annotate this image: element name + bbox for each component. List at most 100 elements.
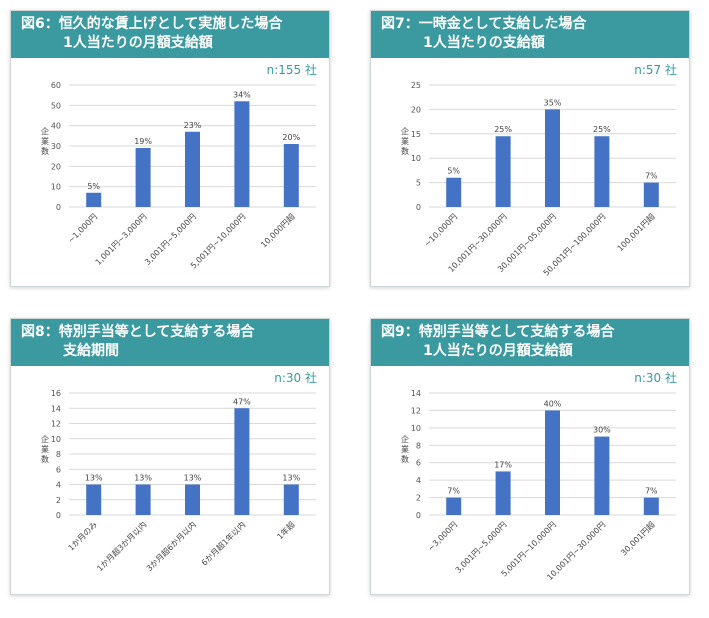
x-tick-label: ~10,000円 [423,212,460,249]
data-label: 5% [87,182,100,191]
data-label: 13% [184,474,202,483]
bar [234,101,250,207]
bar [495,136,511,207]
chart-header: 図6：恒久的な賃上げとして実施した場合 1人当たりの月額支給額 [11,11,329,58]
bar [86,192,102,207]
x-tick-label: 1年超 [275,519,297,541]
x-tick-label: 1か月のみ [67,520,100,553]
data-label: 5% [447,167,460,176]
y-tick-label: 12 [51,420,61,429]
y-tick-label: 10 [411,154,421,163]
data-label: 34% [233,90,251,99]
bar [643,182,659,207]
bar [283,143,299,207]
chart-panel-fig9: 図9：特別手当等として支給する場合 1人当たりの月額支給額 n:30 社 0 2 4… [370,318,690,595]
y-tick-label: 10 [51,435,61,444]
x-tick-label: 10,000円超 [259,211,297,249]
x-tick-label: ~1,000円 [66,212,99,245]
chart-title-line2: 1人当たりの月額支給額 [423,343,573,359]
bar [135,484,151,515]
chart-panel-fig6: 図6：恒久的な賃上げとして実施した場合 1人当たりの月額支給額 n:155 社 … [10,10,330,287]
x-tick-label: 5,001円~10,000円 [500,520,558,578]
bar [545,410,560,515]
y-tick-label: 6 [416,459,421,468]
bar [545,109,560,207]
y-axis-label: 企業数 [401,126,409,156]
x-tick-label: 3,001円~5,000円 [454,520,509,575]
data-label: 19% [134,137,152,146]
bar [594,436,610,515]
x-tick-label: 6か月超1年以内 [199,519,247,567]
x-tick-label: ~3,000円 [426,520,459,553]
chart-panel-fig8: 図8：特別手当等として支給する場合 支給期間 n:30 社 0 2 4 6 8 10 12 1… [10,318,330,595]
data-label: 30% [593,426,611,435]
bar [643,497,659,515]
x-tick-label: 5,001円~10,000円 [189,212,247,270]
chart-title-line2: 支給期間 [63,343,119,359]
x-tick-label: 30,001円超 [619,519,657,557]
data-label: 23% [184,121,202,130]
sample-count: n:30 社 [634,371,677,385]
y-tick-label: 4 [56,481,61,490]
data-label: 13% [282,474,300,483]
x-tick-label: 100,001円超 [615,211,657,253]
bar [185,484,200,515]
sample-count: n:155 社 [266,63,317,77]
y-tick-label: 8 [56,450,61,459]
y-tick-label: 50 [51,101,61,110]
bar [135,148,151,207]
chart-header: 図8：特別手当等として支給する場合 支給期間 [11,319,329,366]
bar [446,177,462,207]
bar-chart: 0 2 4 6 8 10 12 14 企業数 7% ~3,000円 17% 3,001円~5,000円 4… [401,389,676,582]
data-label: 17% [494,460,512,469]
data-label: 13% [85,474,103,483]
sample-count: n:30 社 [274,371,317,385]
data-label: 20% [282,133,300,142]
x-tick-label: 1,001円~3,000円 [94,212,149,267]
y-tick-label: 0 [56,203,61,212]
y-tick-label: 16 [51,389,61,398]
y-tick-label: 60 [51,81,61,90]
bar-chart: 0 2 4 6 8 10 12 14 16 企業数 13% 1か月のみ 13% 1か月超3か月以内 13% 3… [41,389,316,573]
y-tick-label: 30 [51,142,61,151]
y-tick-label: 12 [411,406,421,415]
chart-title-line2: 1人当たりの月額支給額 [63,35,213,51]
y-tick-label: 8 [416,441,421,450]
y-tick-label: 20 [51,162,61,171]
y-tick-label: 4 [416,476,421,485]
bar [283,484,299,515]
data-label: 7% [447,487,460,496]
chart-title-line1: 図9：特別手当等として支給する場合 [381,324,615,340]
chart-title-line1: 図8：特別手当等として支給する場合 [21,324,255,340]
y-tick-label: 5 [416,179,421,188]
bar [185,131,200,207]
data-label: 7% [645,172,658,181]
y-tick-label: 6 [56,465,61,474]
y-tick-label: 25 [411,81,421,90]
chart-title-line2: 1人当たりの支給額 [423,35,545,51]
y-tick-label: 15 [411,130,421,139]
y-tick-label: 10 [51,183,61,192]
y-tick-label: 2 [56,496,61,505]
bar [86,484,102,515]
data-label: 13% [134,474,152,483]
y-tick-label: 0 [56,511,61,520]
y-tick-label: 2 [416,494,421,503]
y-tick-label: 0 [416,511,421,520]
data-label: 25% [494,125,512,134]
x-tick-label: 1か月超3か月以内 [95,519,149,573]
y-tick-label: 10 [411,424,421,433]
bar [446,497,462,515]
y-tick-label: 0 [416,203,421,212]
data-label: 35% [544,98,562,107]
chart-title-line1: 図6：恒久的な賃上げとして実施した場合 [21,16,283,32]
bar [234,408,250,515]
bar-chart: 0510152025企業数5%~10,000円25%10,001円~30,000… [401,81,676,278]
y-tick-label: 40 [51,122,61,131]
bar [594,136,610,207]
x-tick-label: 3か月超6か月以内 [144,519,198,573]
data-label: 40% [544,399,562,408]
y-axis-label: 企業数 [41,126,49,156]
x-tick-label: 3,001円~5,000円 [143,212,198,267]
chart-title-line1: 図7：一時金として支給した場合 [381,16,587,32]
